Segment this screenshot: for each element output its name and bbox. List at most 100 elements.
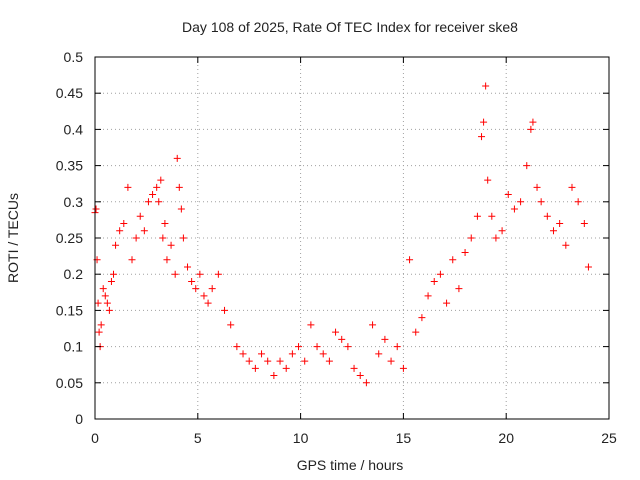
y-axis-label: ROTI / TECUs bbox=[5, 193, 21, 283]
data-point bbox=[375, 350, 383, 358]
data-point bbox=[116, 227, 124, 235]
data-point bbox=[192, 285, 200, 293]
chart-title: Day 108 of 2025, Rate Of TEC Index for r… bbox=[182, 19, 518, 35]
data-point bbox=[288, 350, 296, 358]
data-point bbox=[95, 328, 103, 336]
data-point bbox=[484, 176, 492, 184]
x-axis-ticks: 0 5 10 15 20 25 bbox=[91, 57, 617, 446]
data-point bbox=[233, 343, 241, 351]
data-point bbox=[350, 364, 358, 372]
data-point bbox=[332, 328, 340, 336]
data-point bbox=[107, 277, 115, 285]
data-point bbox=[196, 270, 204, 278]
data-point bbox=[208, 285, 216, 293]
data-point bbox=[99, 285, 107, 293]
data-point bbox=[338, 335, 346, 343]
data-point bbox=[157, 176, 165, 184]
data-point bbox=[381, 335, 389, 343]
data-point bbox=[482, 82, 490, 90]
x-tick-label: 20 bbox=[498, 430, 514, 446]
data-point bbox=[319, 350, 327, 358]
data-point bbox=[200, 292, 208, 300]
data-point bbox=[424, 292, 432, 300]
data-point bbox=[455, 285, 463, 293]
data-point bbox=[418, 314, 426, 322]
data-point bbox=[251, 364, 259, 372]
data-point bbox=[529, 118, 537, 126]
data-point bbox=[399, 364, 407, 372]
data-point bbox=[301, 357, 309, 365]
data-point bbox=[184, 263, 192, 271]
data-point bbox=[167, 241, 175, 249]
data-point bbox=[562, 241, 570, 249]
data-points bbox=[91, 82, 592, 387]
data-point bbox=[149, 191, 157, 199]
data-point bbox=[264, 357, 272, 365]
x-tick-label: 25 bbox=[601, 430, 617, 446]
data-point bbox=[161, 220, 169, 228]
data-point bbox=[124, 183, 132, 191]
data-point bbox=[214, 270, 222, 278]
y-axis-ticks: 0 0.05 0.1 0.15 0.2 0.25 0.3 0.35 0.4 0.45 0.5 bbox=[56, 49, 609, 427]
data-point bbox=[239, 350, 247, 358]
x-tick-label: 15 bbox=[396, 430, 412, 446]
data-point bbox=[488, 212, 496, 220]
data-point bbox=[103, 299, 111, 307]
data-point bbox=[543, 212, 551, 220]
data-point bbox=[177, 205, 185, 213]
grid-lines bbox=[95, 57, 609, 419]
data-point bbox=[179, 234, 187, 242]
data-point bbox=[175, 183, 183, 191]
data-point bbox=[356, 372, 364, 380]
data-point bbox=[436, 270, 444, 278]
data-point bbox=[412, 328, 420, 336]
data-point bbox=[94, 299, 102, 307]
data-point bbox=[473, 212, 481, 220]
data-point bbox=[132, 234, 140, 242]
data-point bbox=[568, 183, 576, 191]
data-point bbox=[245, 357, 253, 365]
data-point bbox=[517, 198, 525, 206]
y-tick-label: 0.25 bbox=[56, 230, 83, 246]
data-point bbox=[171, 270, 179, 278]
data-point bbox=[101, 292, 109, 300]
data-point bbox=[221, 306, 229, 314]
data-point bbox=[163, 256, 171, 264]
y-tick-label: 0.15 bbox=[56, 302, 83, 318]
data-point bbox=[276, 357, 284, 365]
data-point bbox=[387, 357, 395, 365]
data-point bbox=[105, 306, 113, 314]
data-point bbox=[574, 198, 582, 206]
data-point bbox=[110, 270, 118, 278]
data-point bbox=[295, 343, 303, 351]
data-point bbox=[155, 198, 163, 206]
y-tick-label: 0.5 bbox=[64, 49, 84, 65]
data-point bbox=[282, 364, 290, 372]
data-point bbox=[227, 321, 235, 329]
data-point bbox=[362, 379, 370, 387]
data-point bbox=[527, 125, 535, 133]
x-tick-label: 5 bbox=[194, 430, 202, 446]
data-point bbox=[533, 183, 541, 191]
data-point bbox=[556, 220, 564, 228]
data-point bbox=[325, 357, 333, 365]
data-point bbox=[258, 350, 266, 358]
y-tick-label: 0.05 bbox=[56, 375, 83, 391]
data-point bbox=[144, 198, 152, 206]
data-point bbox=[112, 241, 120, 249]
data-point bbox=[140, 227, 148, 235]
data-point bbox=[159, 234, 167, 242]
data-point bbox=[97, 321, 105, 329]
data-point bbox=[430, 277, 438, 285]
y-tick-label: 0.45 bbox=[56, 85, 83, 101]
data-point bbox=[344, 343, 352, 351]
data-point bbox=[406, 256, 414, 264]
data-point bbox=[128, 256, 136, 264]
data-point bbox=[393, 343, 401, 351]
data-point bbox=[173, 154, 181, 162]
y-tick-label: 0 bbox=[75, 411, 83, 427]
data-point bbox=[204, 299, 212, 307]
data-point bbox=[510, 205, 518, 213]
data-point bbox=[270, 372, 278, 380]
